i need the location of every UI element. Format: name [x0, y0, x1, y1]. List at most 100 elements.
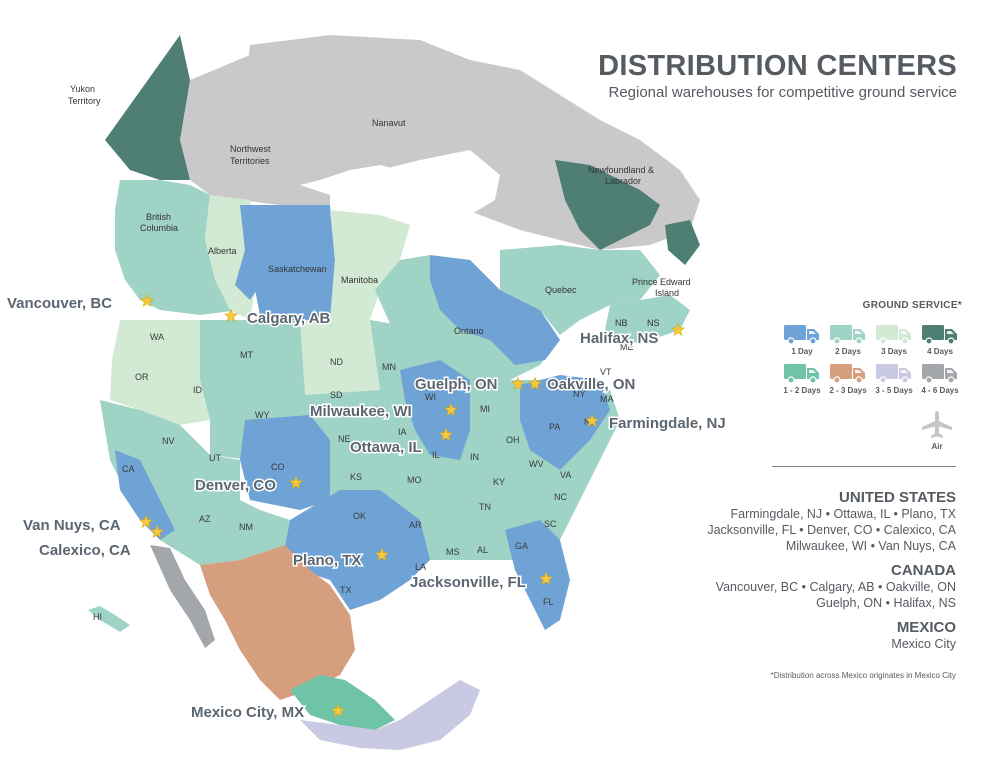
region-us-great-lakes-blue: [400, 360, 470, 460]
legend-grid: 1 Day 2 Days 3 Days 4 Days 1 - 2 Days 2 - 3 D…: [772, 323, 962, 395]
region-label-ab: Alberta: [208, 246, 237, 256]
city-label: Farmingdale, NJ: [609, 415, 726, 432]
truck-icon: [922, 364, 957, 384]
state-label-me: ME: [620, 342, 634, 352]
region-label-yukon: Yukon: [70, 84, 95, 94]
legend-item: 3 Days: [872, 323, 916, 356]
country-list: UNITED STATES Farmingdale, NJ • Ottawa, …: [656, 481, 956, 652]
region-baja-gray: [150, 545, 215, 648]
legend-item-label: 4 Days: [927, 347, 953, 356]
truck-icon: [830, 325, 865, 345]
city-star-icon: [289, 475, 303, 489]
region-label-yukon-2: Territory: [68, 96, 101, 106]
region-yukon: [105, 35, 190, 180]
city-star-icon: [375, 547, 389, 561]
state-label-ut: UT: [209, 453, 221, 463]
state-label-pa: PA: [549, 422, 560, 432]
city-label: Vancouver, BC: [7, 295, 112, 312]
state-label-al: AL: [477, 545, 488, 555]
region-nl-island: [665, 220, 700, 265]
city-label: Halifax, NS: [580, 330, 658, 347]
city-star-icon: [150, 524, 164, 538]
truck-icon: [876, 364, 911, 384]
region-mexico-central: [290, 675, 395, 730]
country-line: Vancouver, BC • Calgary, AB • Oakville, …: [715, 580, 956, 594]
state-label-ga: GA: [515, 541, 528, 551]
region-us-plains-light: [300, 320, 380, 395]
region-label-nb: NB: [615, 318, 628, 328]
region-bc: [115, 180, 240, 315]
state-label-nc: NC: [554, 492, 567, 502]
state-label-ne: NE: [338, 434, 351, 444]
region-mexico-south: [300, 680, 480, 750]
region-label-on: Ontario: [454, 326, 484, 336]
legend-item: 4 Days: [918, 323, 962, 356]
truck-icon: [784, 364, 819, 384]
state-label-wy: WY: [255, 410, 270, 420]
city-label: Milwaukee, WI: [310, 403, 412, 420]
region-nl: [555, 160, 660, 250]
city-star-icon: [140, 293, 154, 307]
legend-item-label: 3 Days: [881, 347, 907, 356]
truck-icon: [830, 364, 865, 384]
state-label-tx: TX: [340, 585, 352, 595]
state-label-ma: MA: [600, 394, 614, 404]
legend-item: 2 - 3 Days: [826, 362, 870, 395]
legend-item: 1 - 2 Days: [780, 362, 824, 395]
region-mexico-north: [200, 545, 355, 700]
region-us-colorado-blue: [240, 415, 330, 510]
region-maritimes: [605, 295, 690, 345]
title-block: DISTRIBUTION CENTERS Regional warehouses…: [598, 50, 957, 101]
legend-item-label: 3 - 5 Days: [875, 386, 913, 395]
truck-icon: [876, 325, 911, 345]
country-line: Mexico City: [891, 637, 956, 651]
region-label-bc: British: [146, 212, 171, 222]
state-label-nm: NM: [239, 522, 253, 532]
state-label-ny: NY: [573, 389, 586, 399]
state-label-mt: MT: [240, 350, 253, 360]
city-label: Van Nuys, CA: [23, 517, 121, 534]
state-label-tn: TN: [479, 502, 491, 512]
country-heading-mexico: MEXICO: [896, 619, 956, 636]
state-label-nv: NV: [162, 436, 175, 446]
state-label-ks: KS: [350, 472, 362, 482]
city-star-icon: [539, 571, 553, 585]
state-label-ms: MS: [446, 547, 460, 557]
state-label-ia: IA: [398, 427, 407, 437]
state-label-co: CO: [271, 462, 285, 472]
region-sk: [255, 205, 335, 320]
region-label-nl: Newfoundland &: [588, 165, 654, 175]
country-line: Guelph, ON • Halifax, NS: [816, 596, 956, 610]
legend-item-label: 1 Day: [791, 347, 813, 356]
legend: GROUND SERVICE* 1 Day 2 Days 3 Days 4 Days 1…: [772, 300, 962, 451]
region-us-northwest: [110, 320, 210, 425]
legend-item: 1 Day: [780, 323, 824, 356]
region-label-nwt-2: Territories: [230, 156, 270, 166]
truck-icon: [922, 325, 957, 345]
state-label-wa: WA: [150, 332, 164, 342]
region-on-blue: [430, 255, 560, 365]
region-us-southeast-blue: [505, 520, 570, 630]
region-label-pei-2: Island: [655, 288, 679, 298]
city-star-icon: [331, 703, 345, 717]
state-label-mo: MO: [407, 475, 422, 485]
region-label-sk: Saskatchewan: [268, 264, 327, 274]
state-label-oh: OH: [506, 435, 520, 445]
state-label-va: VA: [560, 470, 571, 480]
region-us-west-coast: [100, 400, 290, 565]
state-label-nd: ND: [330, 357, 343, 367]
city-label: Mexico City, MX: [191, 704, 304, 721]
city-star-icon: [671, 322, 685, 336]
state-label-sc: SC: [544, 519, 557, 529]
state-label-ca: CA: [122, 464, 135, 474]
state-label-ar: AR: [409, 520, 422, 530]
country-line: Milwaukee, WI • Van Nuys, CA: [785, 539, 956, 553]
city-label: Calgary, AB: [247, 310, 331, 327]
legend-item-label: 2 Days: [835, 347, 861, 356]
state-label-mi: MI: [480, 404, 490, 414]
state-label-wv: WV: [529, 459, 544, 469]
region-label-pei: Prince Edward: [632, 277, 691, 287]
city-markers: Vancouver, BC Calgary, AB Halifax, NS Guelp…: [6, 293, 728, 723]
state-label-or: OR: [135, 372, 149, 382]
legend-air-label: Air: [931, 442, 943, 451]
